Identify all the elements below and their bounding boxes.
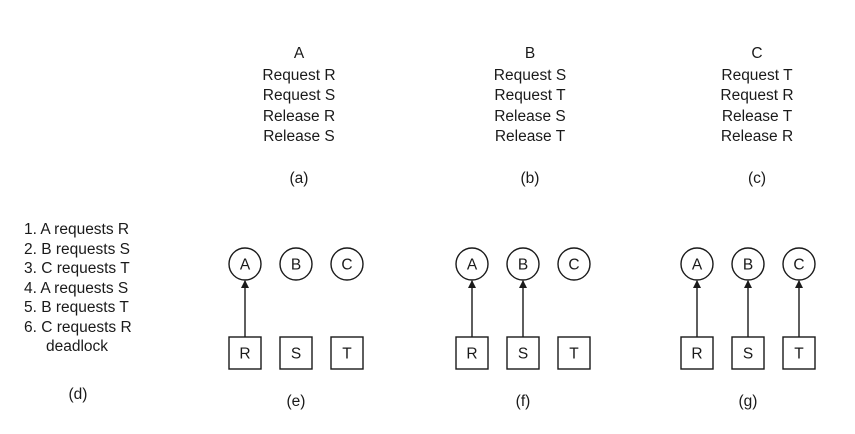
resource-node-s [506, 336, 540, 370]
caption-a: (a) [289, 170, 309, 187]
process-step: Request S [493, 66, 567, 84]
resource-node-label: R [239, 346, 250, 363]
resource-node-label: S [518, 346, 528, 363]
process-node-label: B [518, 257, 528, 274]
caption-b: (b) [520, 170, 540, 187]
process-a-listing: A Request R Request S Release R Release … [224, 44, 374, 148]
process-step: Release R [262, 107, 336, 125]
resource-node-label: R [466, 346, 477, 363]
process-step: Release T [494, 128, 566, 145]
resource-node-t [782, 336, 816, 370]
sequence-step: 1. A requests R [24, 221, 130, 238]
process-node-label: C [793, 257, 804, 274]
graph-g: A B C R S T (g) [680, 247, 816, 410]
process-step: Request S [262, 87, 336, 104]
process-node-label: B [291, 257, 301, 274]
process-node-label: A [692, 257, 703, 274]
sequence-step: 2. B requests S [24, 240, 130, 258]
process-node-label: C [341, 257, 352, 274]
sequence-step: 6. C requests R [24, 318, 132, 336]
process-node-label: A [467, 257, 478, 274]
process-node-label: C [568, 257, 579, 274]
process-step: Request T [494, 87, 566, 104]
process-c-listing: C Request T Request R Release T Release … [682, 44, 832, 148]
sequence-step: 4. A requests S [24, 279, 129, 297]
process-step: Request R [262, 66, 336, 84]
graph-f: A B C R S T (f) [455, 247, 591, 410]
resource-node-r [455, 336, 489, 370]
graph-caption: (f) [516, 393, 531, 410]
resource-node-label: S [291, 346, 301, 363]
process-node-c [557, 247, 591, 281]
process-node-c [330, 247, 364, 281]
resource-node-t [330, 336, 364, 370]
resource-node-label: T [342, 346, 352, 363]
request-sequence: 1. A requests R 2. B requests S 3. C req… [24, 220, 132, 357]
resource-node-t [557, 336, 591, 370]
sequence-final: deadlock [46, 338, 109, 355]
process-b-listing: B Request S Request T Release S Release … [455, 44, 605, 148]
process-name: C [751, 45, 763, 62]
process-step: Release T [721, 107, 793, 125]
caption-c: (c) [747, 170, 767, 187]
sequence-step: 5. B requests T [24, 299, 129, 316]
process-name: B [524, 45, 536, 62]
process-step: Request T [721, 66, 793, 84]
process-step: Request R [720, 87, 794, 104]
graph-e: A B C R S T (e) [228, 247, 364, 410]
resource-node-label: R [691, 346, 702, 363]
process-step: Release S [494, 107, 566, 125]
process-name: A [293, 45, 305, 62]
process-step: Release R [720, 128, 794, 145]
process-step: Release S [263, 128, 335, 145]
process-node-label: B [743, 257, 753, 274]
sequence-step: 3. C requests T [24, 260, 130, 277]
process-node-label: A [240, 257, 251, 274]
resource-node-label: T [794, 346, 804, 363]
caption-d: (d) [68, 386, 88, 403]
resource-node-label: T [569, 346, 579, 363]
resource-node-label: S [743, 346, 753, 363]
resource-node-s [279, 336, 313, 370]
process-node-b [279, 247, 313, 281]
graph-caption: (e) [287, 393, 306, 410]
graph-caption: (g) [739, 393, 758, 410]
